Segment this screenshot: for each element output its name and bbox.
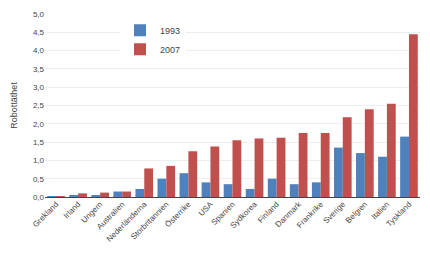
svg-text:Finland: Finland: [256, 200, 281, 225]
svg-text:Australien: Australien: [95, 200, 127, 232]
svg-text:Tyskland: Tyskland: [385, 200, 414, 229]
svg-text:3,5: 3,5: [33, 65, 45, 74]
svg-text:1993: 1993: [160, 26, 180, 36]
svg-text:Spanien: Spanien: [210, 200, 237, 227]
svg-text:4,0: 4,0: [33, 46, 45, 55]
svg-text:4,5: 4,5: [33, 28, 45, 37]
svg-text:Belgien: Belgien: [344, 200, 369, 225]
svg-text:0,5: 0,5: [33, 175, 45, 184]
svg-text:2,5: 2,5: [33, 101, 45, 110]
svg-text:Nederländerna: Nederländerna: [105, 199, 149, 243]
svg-text:1,0: 1,0: [33, 156, 45, 165]
svg-text:Sydkorea: Sydkorea: [229, 199, 260, 230]
svg-text:2007: 2007: [160, 45, 180, 55]
svg-text:Robottäthet: Robottäthet: [9, 82, 19, 129]
svg-text:Irland: Irland: [62, 200, 83, 221]
svg-text:Storbritannien: Storbritannien: [129, 200, 171, 242]
svg-text:Ungern: Ungern: [79, 200, 104, 225]
svg-text:0,0: 0,0: [33, 193, 45, 202]
svg-text:Italien: Italien: [370, 200, 391, 221]
svg-text:1,5: 1,5: [33, 138, 45, 147]
svg-text:Österrike: Österrike: [163, 199, 193, 229]
svg-text:USA: USA: [197, 199, 215, 217]
svg-text:Grekland: Grekland: [31, 200, 60, 229]
svg-text:3,0: 3,0: [33, 83, 45, 92]
svg-text:Danmark: Danmark: [274, 199, 304, 229]
svg-text:2,0: 2,0: [33, 120, 45, 129]
svg-text:Frankrike: Frankrike: [295, 199, 325, 229]
svg-text:Sverige: Sverige: [321, 199, 347, 225]
svg-text:5,0: 5,0: [33, 10, 45, 19]
